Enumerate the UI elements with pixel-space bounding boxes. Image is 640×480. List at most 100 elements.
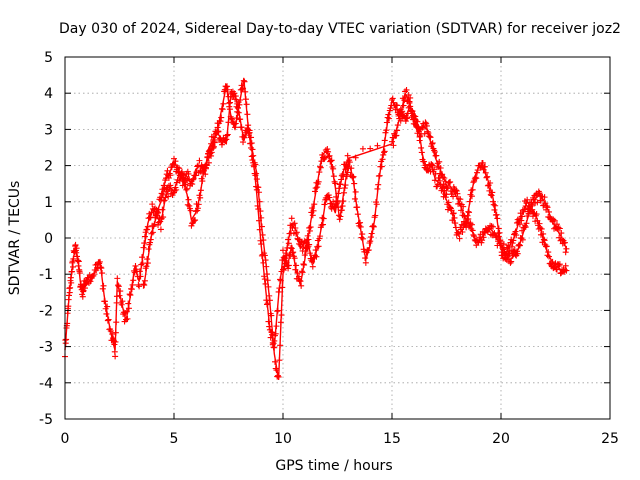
data-point (141, 240, 148, 247)
data-point (317, 163, 324, 170)
data-point (538, 193, 545, 200)
data-point (380, 151, 387, 158)
data-point (307, 224, 314, 231)
data-point (321, 201, 328, 208)
data-point (299, 269, 306, 276)
data-point (232, 96, 239, 103)
data-point (265, 318, 272, 325)
data-point (453, 187, 460, 194)
data-point (261, 252, 268, 259)
data-point (304, 232, 311, 239)
data-point (246, 129, 253, 136)
data-point (276, 285, 283, 292)
data-point (490, 198, 497, 205)
data-point (68, 279, 75, 286)
data-point (372, 212, 379, 219)
data-point (123, 308, 130, 315)
data-point (545, 208, 552, 215)
data-point (253, 176, 260, 183)
data-point (510, 237, 517, 244)
data-point (518, 235, 525, 242)
data-point (429, 162, 436, 169)
data-point (293, 229, 300, 236)
data-point (161, 197, 168, 204)
x-axis-label: GPS time / hours (275, 458, 392, 474)
data-point (414, 130, 421, 137)
data-point (268, 312, 275, 319)
data-point (274, 308, 281, 315)
data-point (309, 263, 316, 270)
x-tick-label: 0 (61, 431, 70, 447)
data-point (127, 292, 134, 299)
data-point (215, 128, 222, 135)
data-point (141, 233, 148, 240)
data-point (275, 373, 282, 380)
data-point (508, 258, 515, 265)
data-point (273, 367, 280, 374)
data-point (389, 96, 395, 103)
data-point (427, 134, 434, 141)
data-point (330, 165, 337, 172)
data-point (226, 99, 233, 106)
data-point (314, 243, 321, 250)
y-tick-label: -3 (39, 340, 53, 356)
data-point (124, 315, 131, 322)
data-point (217, 118, 224, 125)
data-point (500, 241, 507, 248)
data-point (257, 237, 264, 244)
data-point (202, 171, 209, 178)
data-point (79, 293, 86, 300)
data-point (206, 149, 213, 156)
data-point (183, 186, 190, 193)
data-point (300, 261, 307, 268)
y-axis-label: SDTVAR / TECUs (7, 181, 23, 296)
series-1 (62, 77, 570, 360)
data-point (73, 245, 80, 252)
data-point (104, 303, 111, 310)
data-point (342, 182, 349, 189)
data-point (407, 94, 414, 101)
data-point (458, 207, 465, 214)
data-point (455, 230, 462, 237)
data-point (381, 149, 388, 156)
data-point (425, 130, 432, 137)
data-point (495, 233, 502, 240)
data-point (390, 142, 397, 149)
data-point (354, 211, 361, 218)
data-point (512, 228, 519, 235)
data-point (240, 77, 247, 84)
data-point (282, 260, 289, 267)
data-point (139, 260, 146, 267)
data-point (126, 291, 133, 298)
data-point (349, 174, 356, 181)
data-point (266, 292, 273, 299)
data-point (389, 95, 396, 102)
data-point (332, 204, 339, 211)
data-point (541, 194, 548, 201)
data-point (522, 224, 529, 231)
data-point (365, 247, 372, 254)
data-point (541, 237, 548, 244)
data-point (75, 258, 82, 265)
data-point (436, 177, 443, 184)
data-point (460, 203, 467, 210)
data-point (459, 228, 466, 235)
data-point (529, 202, 536, 209)
data-point (279, 284, 286, 291)
data-point (387, 105, 394, 112)
data-point (442, 194, 449, 201)
data-point (247, 140, 254, 147)
data-point (553, 266, 560, 273)
data-point (148, 230, 155, 237)
data-point (375, 181, 382, 188)
data-point (540, 230, 547, 237)
data-point (404, 110, 411, 117)
data-point (309, 258, 316, 265)
data-point (165, 193, 172, 200)
data-point (551, 217, 558, 224)
data-point (317, 164, 324, 171)
data-point (328, 157, 335, 164)
data-point (111, 341, 118, 348)
